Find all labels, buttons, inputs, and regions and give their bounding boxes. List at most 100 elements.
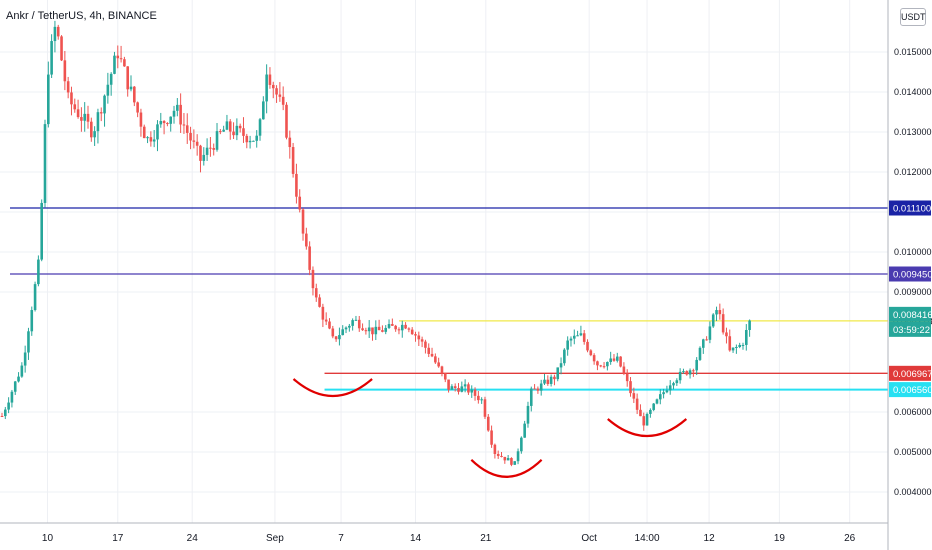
- symbol-title[interactable]: Ankr / TetherUS, 4h, BINANCE: [6, 10, 157, 22]
- time-tick-label: 14:00: [635, 533, 660, 544]
- candle-body: [152, 139, 156, 142]
- candle-body: [235, 125, 239, 136]
- candle-body: [27, 331, 30, 353]
- candle-body: [447, 379, 450, 390]
- candle-body: [592, 355, 596, 362]
- candle-body: [457, 388, 460, 392]
- arc-annotation: [607, 418, 688, 438]
- candle-body: [40, 202, 43, 260]
- price-tick-label: 0.004000: [894, 487, 932, 497]
- svg-text:0.006967: 0.006967: [893, 369, 932, 380]
- candle-body: [437, 362, 440, 367]
- svg-text:0.009450: 0.009450: [893, 270, 932, 281]
- candle-body: [384, 327, 388, 332]
- candle-body: [20, 365, 24, 377]
- candle-body: [496, 453, 500, 456]
- candle-body: [701, 339, 705, 348]
- candle-body: [566, 340, 569, 350]
- countdown-tag: 03:59:22: [889, 321, 931, 337]
- price-tick-label: 0.010000: [894, 247, 932, 257]
- candle-body: [453, 386, 457, 389]
- candle-body: [486, 416, 490, 431]
- candle-body: [721, 314, 725, 333]
- candle-body: [33, 284, 37, 311]
- candle-body: [381, 330, 384, 332]
- candle-body: [678, 371, 682, 381]
- candle-body: [394, 325, 397, 330]
- candle-body: [692, 370, 695, 372]
- candle-body: [255, 135, 259, 141]
- candle-body: [248, 140, 252, 143]
- candle-body: [275, 88, 278, 95]
- last-price-tag: 0.008416: [889, 306, 932, 322]
- candle-body: [285, 104, 288, 138]
- candle-body: [715, 310, 718, 315]
- candle-body: [76, 109, 80, 118]
- svg-text:0.006560: 0.006560: [893, 385, 932, 396]
- candle-body: [53, 26, 57, 42]
- candle-body: [682, 371, 685, 373]
- candle-body: [672, 383, 675, 386]
- candle-body: [589, 350, 593, 356]
- candle-body: [172, 110, 176, 117]
- candle-body: [652, 403, 655, 410]
- candle-body: [470, 389, 474, 393]
- candle-body: [30, 310, 34, 332]
- candle-body: [477, 395, 480, 401]
- candle-body: [185, 125, 189, 133]
- candle-body: [642, 416, 646, 426]
- candle-body: [23, 352, 27, 366]
- currency-badge[interactable]: USDT: [900, 8, 926, 26]
- candle-body: [539, 383, 543, 391]
- candle-body: [129, 86, 133, 90]
- candle-body: [126, 66, 130, 90]
- candle-body: [222, 129, 225, 132]
- svg-text:0.008416: 0.008416: [893, 310, 932, 321]
- svg-text:0.011100: 0.011100: [893, 204, 931, 215]
- candle-body: [93, 131, 96, 138]
- time-tick-label: 17: [112, 533, 124, 544]
- candle-body: [549, 376, 553, 384]
- candle-body: [113, 55, 116, 74]
- candle-body: [407, 328, 411, 330]
- price-axis[interactable]: 0.0150000.0140000.0130000.0120000.011000…: [894, 47, 932, 497]
- candle-body: [331, 328, 335, 337]
- time-tick-label: 14: [410, 533, 422, 544]
- candle-body: [619, 356, 622, 367]
- candle-body: [80, 117, 83, 121]
- candle-body: [543, 379, 546, 384]
- candle-body: [162, 121, 166, 124]
- candle-body: [480, 399, 483, 401]
- candle-body: [265, 74, 268, 102]
- candle-body: [596, 361, 599, 366]
- candle-body: [73, 104, 77, 110]
- time-axis[interactable]: 10 17 24 Sep 7 14 21 Oct 14:00 12 19 26: [42, 533, 856, 544]
- candle-body: [559, 363, 563, 368]
- candle-body: [546, 379, 550, 384]
- candle-body: [506, 458, 510, 461]
- candle-body: [615, 356, 619, 361]
- price-tick-label: 0.012000: [894, 167, 932, 177]
- candle-body: [159, 121, 163, 125]
- candle-body: [123, 59, 126, 67]
- candle-body: [268, 74, 272, 85]
- candle-body: [328, 321, 331, 329]
- candle-body: [685, 371, 689, 375]
- candle-body: [321, 306, 325, 320]
- candle-body: [400, 324, 404, 331]
- candle-body: [179, 104, 182, 125]
- candle-body: [668, 385, 672, 391]
- candle-body: [629, 381, 632, 394]
- candle-body: [242, 128, 245, 136]
- candle-body: [364, 330, 368, 332]
- candle-body: [0, 416, 4, 417]
- candle-body: [258, 119, 262, 136]
- candle-body: [232, 131, 235, 136]
- candle-body: [238, 125, 242, 129]
- candle-body: [675, 380, 679, 384]
- candle-body: [367, 327, 371, 332]
- candle-body: [523, 423, 526, 438]
- candle-body: [354, 319, 358, 321]
- candle-body: [7, 402, 10, 410]
